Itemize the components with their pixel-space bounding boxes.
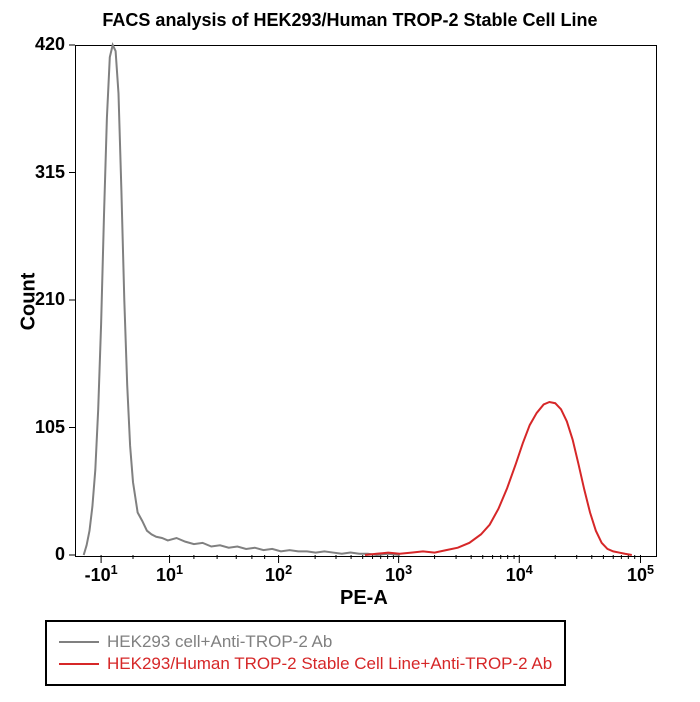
series-line	[365, 402, 632, 555]
x-axis-label: PE-A	[340, 587, 388, 610]
x-tick-label: -101	[71, 563, 131, 586]
y-tick-label: 315	[20, 162, 65, 183]
legend-label: HEK293 cell+Anti-TROP-2 Ab	[107, 632, 332, 652]
legend-box: HEK293 cell+Anti-TROP-2 AbHEK293/Human T…	[45, 620, 566, 686]
x-tick-label: 101	[140, 563, 200, 586]
legend-swatch	[59, 641, 99, 643]
legend-item: HEK293/Human TROP-2 Stable Cell Line+Ant…	[59, 654, 552, 674]
x-tick-label: 103	[369, 563, 429, 586]
legend-label: HEK293/Human TROP-2 Stable Cell Line+Ant…	[107, 654, 552, 674]
x-tick-label: 105	[611, 563, 671, 586]
x-tick-label: 102	[249, 563, 309, 586]
y-tick-label: 210	[20, 289, 65, 310]
legend-item: HEK293 cell+Anti-TROP-2 Ab	[59, 632, 552, 652]
series-line	[84, 45, 400, 555]
y-tick-label: 0	[20, 544, 65, 565]
chart-container: FACS analysis of HEK293/Human TROP-2 Sta…	[0, 0, 700, 702]
legend-swatch	[59, 663, 99, 665]
y-tick-label: 105	[20, 417, 65, 438]
y-tick-label: 420	[20, 34, 65, 55]
x-tick-label: 104	[489, 563, 549, 586]
